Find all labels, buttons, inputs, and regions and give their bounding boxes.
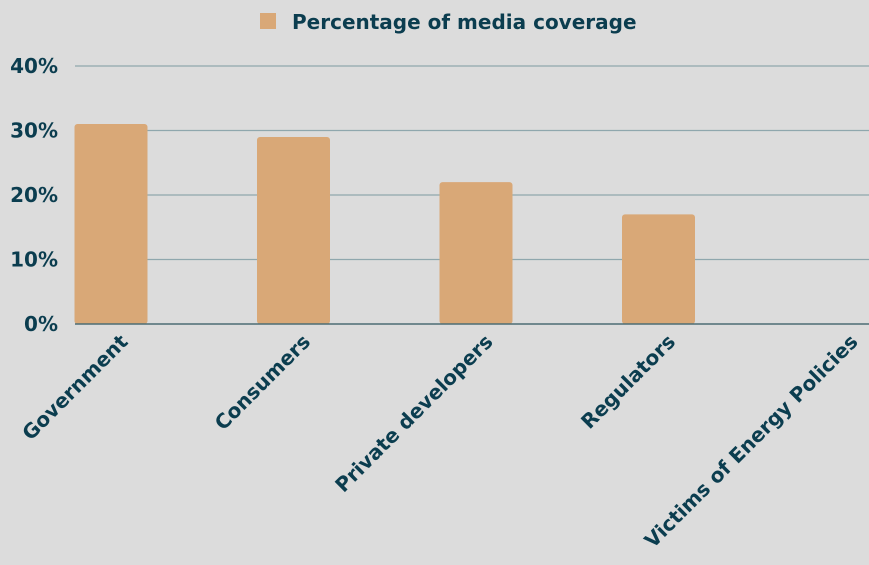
legend-swatch — [260, 13, 276, 29]
x-tick-label: Victims of Energy Policies — [640, 330, 863, 553]
bar-consumers — [257, 136, 330, 324]
x-axis-labels: Government Consumers Private developers Reg… — [17, 329, 862, 552]
x-tick-label: Consumers — [210, 330, 315, 435]
bar-regulators — [622, 214, 695, 324]
bar-private-developers — [439, 182, 513, 324]
bar-government — [74, 124, 148, 324]
y-axis-ticks: 0% 10% 20% 30% 40% — [10, 54, 58, 336]
x-tick-label: Regulators — [576, 330, 680, 434]
y-tick-label: 10% — [10, 248, 58, 272]
y-tick-label: 40% — [10, 54, 58, 78]
y-tick-label: 20% — [10, 183, 58, 207]
x-tick-label: Government — [17, 329, 133, 445]
y-tick-label: 0% — [24, 312, 58, 336]
y-tick-label: 30% — [10, 119, 58, 143]
x-tick-label: Private developers — [330, 330, 497, 497]
legend: Percentage of media coverage — [260, 10, 637, 34]
bars — [74, 124, 695, 324]
legend-label: Percentage of media coverage — [292, 10, 637, 34]
